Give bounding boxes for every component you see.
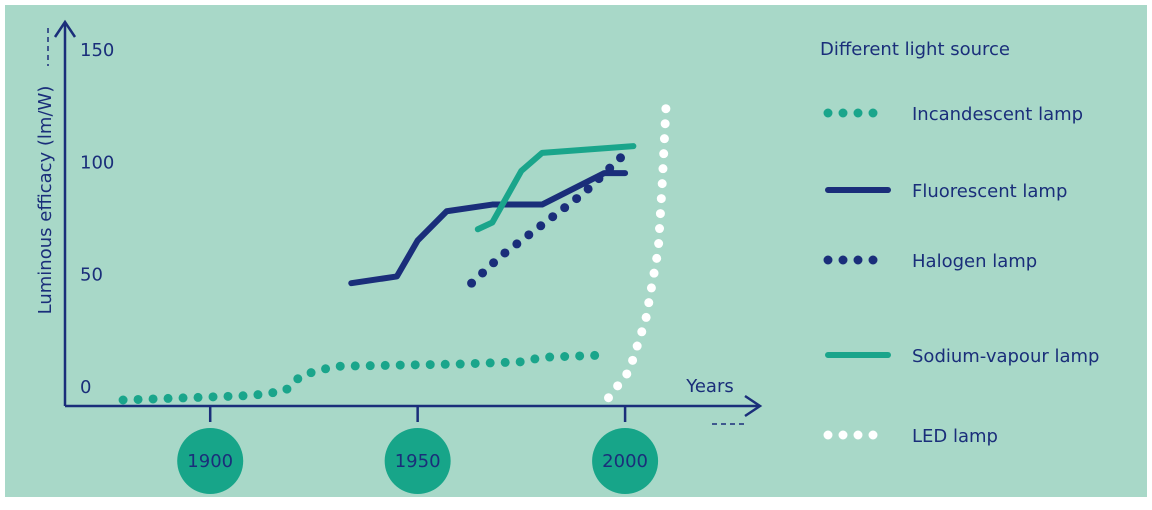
legend-label: Halogen lamp xyxy=(912,251,1037,272)
series-line xyxy=(603,89,672,403)
legend-label: Sodium-vapour lamp xyxy=(912,346,1099,367)
x-tick-label: 2000 xyxy=(602,451,648,472)
series-line xyxy=(474,143,637,233)
x-axis-label: Years xyxy=(685,376,734,397)
x-tick-label: 1950 xyxy=(395,451,441,472)
y-tick-label: 0 xyxy=(80,377,91,398)
y-tick-label: 150 xyxy=(80,40,114,61)
x-tick-label: 1900 xyxy=(187,451,233,472)
legend-label: Incandescent lamp xyxy=(912,104,1083,125)
y-axis-label: Luminous efficacy (lm/W) xyxy=(35,86,56,315)
x-tick-circle xyxy=(592,428,659,494)
legend-label: Fluorescent lamp xyxy=(912,181,1067,202)
background xyxy=(5,5,1147,497)
x-arrow xyxy=(744,394,763,418)
y-tick-label: 100 xyxy=(80,152,114,173)
y-arrow xyxy=(53,19,77,38)
series-line xyxy=(348,170,629,287)
y-tick-label: 50 xyxy=(80,265,103,286)
series-line xyxy=(118,350,609,405)
legend-label: LED lamp xyxy=(912,426,998,447)
x-tick-circle xyxy=(384,428,451,494)
legend-title: Different light source xyxy=(820,39,1010,60)
series-line xyxy=(467,152,626,288)
x-tick-circle xyxy=(177,428,244,494)
axes xyxy=(47,19,763,425)
